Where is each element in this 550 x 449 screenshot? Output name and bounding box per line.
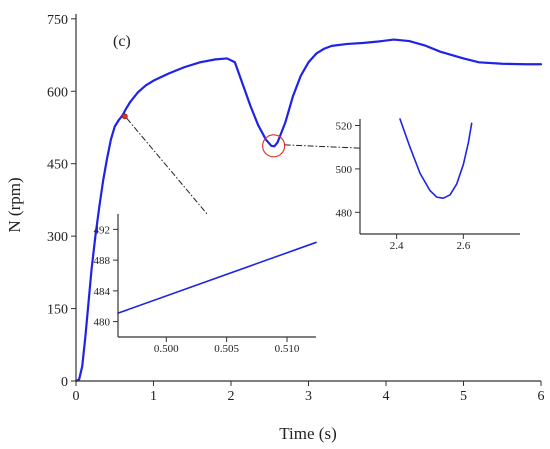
inset-start-x-tick-label: 0.505 [214, 343, 239, 355]
main-y-tick-label: 300 [47, 230, 68, 245]
inset-start-y-tick-label: 480 [94, 317, 111, 329]
inset-dip-x-tick-label: 2.6 [456, 240, 470, 252]
main-x-tick-label: 4 [383, 389, 390, 404]
inset-dip-x-tick-label: 2.4 [390, 240, 404, 252]
inset-dip-panel-background [360, 119, 520, 234]
main-x-tick-label: 0 [73, 389, 80, 404]
main-series-line-0 [74, 38, 543, 383]
zoom-highlight-circle [262, 134, 286, 158]
inset-dip-y-tick-label: 500 [336, 164, 353, 176]
inset-start-x-tick-label: 0.510 [275, 343, 300, 355]
inset-start-x-tick-label: 0.500 [154, 343, 179, 355]
main-x-tick-label: 1 [150, 389, 157, 404]
main-x-tick-label: 3 [305, 389, 312, 404]
inset-start-y-tick-label: 492 [94, 224, 111, 236]
inset-dip-series-line-0 [399, 118, 473, 199]
x-axis-label: Time (s) [279, 424, 336, 443]
zoom-marker-point [121, 113, 128, 120]
main-y-tick-label: 750 [47, 13, 68, 28]
inset-dip-y-tick-label: 520 [336, 121, 353, 133]
main-y-tick-label: 150 [47, 303, 68, 318]
inset-start-y-tick-label: 484 [94, 286, 111, 298]
main-y-tick-label: 0 [61, 375, 68, 390]
main-x-tick-label: 2 [228, 389, 235, 404]
inset-start-y-tick-label: 488 [94, 255, 111, 267]
main-x-tick-label: 6 [538, 389, 545, 404]
main-y-tick-label: 600 [47, 85, 68, 100]
main-x-tick-label: 5 [460, 389, 467, 404]
y-axis-label: N (rpm) [5, 177, 24, 232]
inset-dip-y-tick-label: 480 [336, 207, 353, 219]
inset-start-series-line-0 [117, 241, 317, 314]
main-y-tick-label: 450 [47, 158, 68, 173]
inset-start-panel-background [118, 214, 316, 337]
connector-arrow-dip [284, 144, 405, 154]
panel-label: (c) [113, 33, 131, 50]
